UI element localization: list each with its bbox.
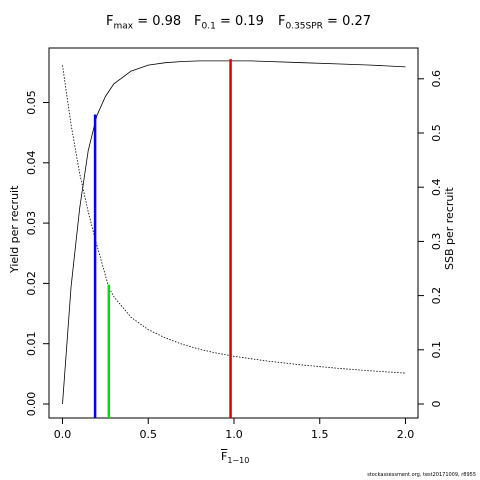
- title-fmax: Fmax = 0.98: [106, 14, 182, 32]
- x-tick-label: 0.5: [140, 428, 158, 441]
- y-left-tick-label: 0.00: [25, 392, 38, 417]
- y-left-tick-label: 0.04: [25, 151, 38, 176]
- y-right-tick-label: 0.3: [430, 233, 443, 251]
- y-right-tick-label: 0: [430, 401, 443, 408]
- y-axis-right-label: SSB per recruit: [443, 187, 456, 270]
- y-axis-left-label: Yield per recruit: [8, 185, 21, 273]
- plot-frame: [48, 47, 419, 419]
- x-axis-label-sub: 1−10: [227, 456, 250, 466]
- x-axis-label: F1−10: [221, 450, 249, 465]
- ssb-per-recruit-line: [62, 65, 406, 374]
- y-right-tick-label: 0.5: [430, 124, 443, 142]
- x-tick-label: 1.0: [225, 428, 243, 441]
- y-left-tick-label: 0.05: [25, 90, 38, 115]
- y-left-tick-label: 0.03: [25, 211, 38, 236]
- x-axis-label-symbol: F: [221, 450, 228, 463]
- y-right-tick-label: 0.1: [430, 341, 443, 359]
- y-right-tick-label: 0.2: [430, 287, 443, 305]
- x-tick-label: 0.0: [54, 428, 72, 441]
- y-right-tick-label: 0.4: [430, 178, 443, 196]
- yield-per-recruit-line: [62, 60, 406, 405]
- title-f035spr: F0.35SPR = 0.27: [278, 14, 372, 32]
- title-f01: F0.1 = 0.19: [194, 14, 264, 32]
- x-tick-label: 2.0: [397, 428, 415, 441]
- y-left-tick-label: 0.02: [25, 271, 38, 296]
- footer-source: stockassessment.org, test20171009, r8955: [367, 472, 476, 478]
- y-right-tick-label: 0.6: [430, 70, 443, 88]
- x-tick-label: 1.5: [311, 428, 329, 441]
- y-left-tick-label: 0.01: [25, 331, 38, 356]
